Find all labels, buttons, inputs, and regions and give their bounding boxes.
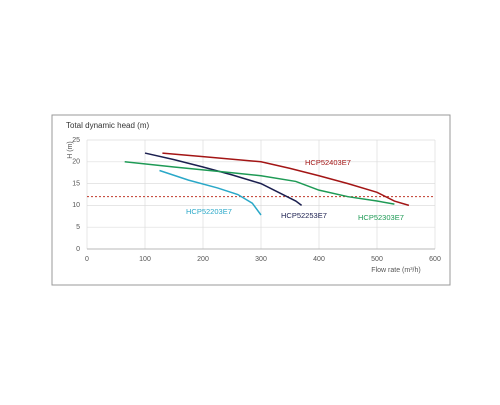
x-tick-label: 500 bbox=[371, 256, 383, 263]
y-tick-label: 15 bbox=[72, 180, 80, 187]
x-tick-label: 600 bbox=[429, 256, 441, 263]
y-tick-label: 5 bbox=[76, 224, 80, 231]
x-tick-label: 0 bbox=[85, 256, 89, 263]
series-line bbox=[162, 152, 410, 207]
series-label: HCP52303E7 bbox=[358, 213, 404, 222]
x-axis-label: Flow rate (m³/h) bbox=[371, 267, 420, 274]
series-line bbox=[124, 161, 395, 205]
y-tick-label: 20 bbox=[72, 159, 80, 166]
series-line bbox=[144, 152, 303, 206]
series-line bbox=[159, 169, 262, 216]
chart-title: Total dynamic head (m) bbox=[66, 121, 149, 130]
x-tick-label: 100 bbox=[139, 256, 151, 263]
series-label: HCP52403E7 bbox=[305, 158, 351, 167]
chart-frame bbox=[51, 114, 451, 286]
y-tick-label: 0 bbox=[76, 246, 80, 253]
y-tick-label: 25 bbox=[72, 137, 80, 144]
y-axis-label: H (m) bbox=[67, 141, 74, 159]
x-tick-label: 200 bbox=[197, 256, 209, 263]
x-tick-label: 400 bbox=[313, 256, 325, 263]
series-label: HCP52253E7 bbox=[281, 211, 327, 220]
x-tick-label: 300 bbox=[255, 256, 267, 263]
series-label: HCP52203E7 bbox=[186, 207, 232, 216]
y-tick-label: 10 bbox=[72, 202, 80, 209]
